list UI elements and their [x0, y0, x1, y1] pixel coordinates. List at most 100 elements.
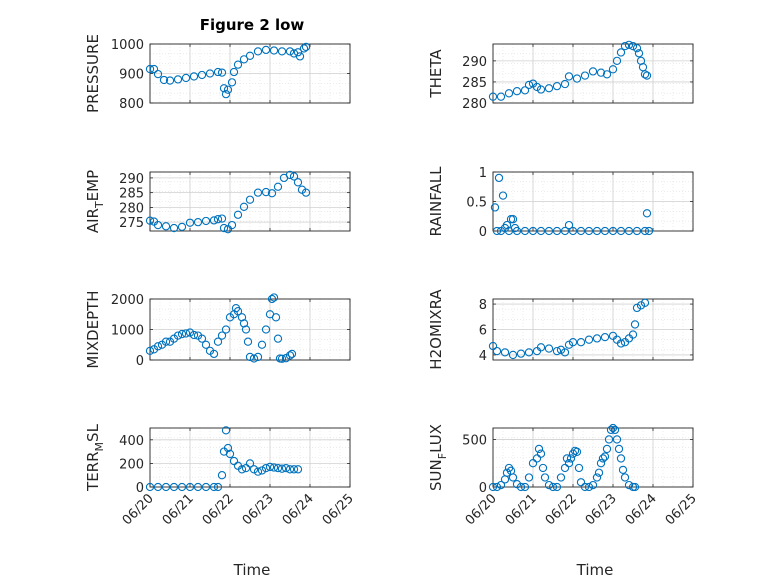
data-point: [245, 352, 255, 362]
data-point: [520, 482, 530, 492]
data-point: [201, 340, 211, 349]
data-point: [608, 226, 618, 236]
data-point: [642, 71, 652, 80]
data-point: [245, 195, 255, 204]
data-point: [229, 456, 239, 466]
data-point: [269, 46, 279, 55]
data-point: [205, 69, 215, 78]
subplot-mixdepth: 0 1000 2000 MIXDEPTH: [84, 290, 351, 369]
data-point: [243, 337, 253, 346]
data-point: [528, 226, 538, 236]
data-point: [600, 452, 610, 461]
y-axis-label-main: TERR: [84, 451, 102, 492]
data-point: [245, 459, 255, 468]
data-point: [496, 92, 506, 101]
data-point: [287, 349, 297, 359]
axes-box: [149, 298, 351, 361]
y-tick-label: 6: [479, 324, 487, 339]
data-point: [229, 67, 239, 77]
data-point: [588, 480, 598, 490]
y-tick-label: 500: [462, 433, 487, 448]
y-axis-label-main: PRESSURE: [84, 34, 102, 113]
data-point: [185, 482, 195, 492]
data-point: [161, 337, 171, 346]
data-point: [161, 222, 171, 231]
data-point: [261, 187, 271, 197]
axes-box: [149, 427, 351, 488]
data-point: [512, 87, 522, 96]
axes-box: [149, 43, 351, 104]
data-point: [197, 334, 207, 343]
data-point: [281, 463, 291, 473]
data-point: [245, 51, 255, 60]
data-point: [213, 337, 223, 346]
data-point: [552, 482, 562, 492]
data-point: [261, 325, 271, 334]
y-axis-label: PRESSURE: [84, 34, 102, 113]
y-tick-label: 1000: [111, 38, 144, 53]
y-axis-label-subscript: F: [436, 453, 449, 459]
data-point: [193, 217, 203, 227]
data-point: [640, 298, 650, 307]
x-tick-label: 06/22: [543, 491, 580, 528]
x-tick-label: 06/23: [240, 491, 277, 528]
data-point: [269, 463, 279, 472]
data-point: [620, 473, 630, 482]
data-point: [536, 343, 546, 352]
y-tick-label: 1: [479, 166, 487, 181]
subplot-h2omixra: 4 6 8 H2OMIXRA: [427, 289, 694, 370]
data-point: [490, 203, 500, 212]
data-point: [153, 482, 163, 492]
data-point: [588, 67, 598, 76]
data-point: [632, 44, 642, 53]
data-point: [153, 220, 163, 230]
subplot-rainfall: 0 0.5 1 RAINFALL: [427, 166, 694, 240]
data-point: [219, 223, 229, 233]
data-point: [185, 328, 195, 337]
data-point: [201, 482, 211, 492]
data-point: [572, 74, 582, 83]
data-point: [616, 226, 626, 236]
data-point: [201, 216, 211, 226]
data-point: [600, 332, 610, 342]
data-point: [592, 226, 602, 236]
y-axis-label-main: THETA: [427, 49, 445, 99]
data-point: [213, 215, 223, 224]
data-point: [285, 465, 295, 474]
data-point: [273, 463, 283, 473]
data-point: [237, 313, 247, 322]
data-point: [556, 473, 566, 482]
data-point: [568, 338, 578, 347]
data-point: [516, 349, 526, 358]
data-point: [249, 465, 259, 474]
x-tick-label: 06/23: [583, 491, 620, 528]
data-point: [502, 220, 512, 230]
y-axis-label-tail: SL: [84, 423, 102, 442]
data-point: [277, 464, 287, 473]
data-point: [253, 47, 263, 56]
data-point: [265, 462, 275, 472]
x-tick-label: 06/21: [503, 491, 540, 528]
data-point: [261, 463, 271, 473]
data-point: [634, 49, 644, 58]
y-tick-label: 280: [119, 201, 144, 216]
data-point: [534, 444, 544, 454]
y-tick-label: 290: [462, 55, 487, 70]
data-point: [293, 465, 303, 474]
data-point: [239, 202, 249, 211]
data-point: [516, 482, 526, 492]
y-axis-label-main: RAINFALL: [427, 166, 445, 237]
data-point: [580, 71, 590, 80]
data-point: [640, 70, 650, 79]
data-point: [538, 463, 548, 473]
data-point: [257, 340, 267, 349]
data-point: [584, 335, 594, 344]
y-axis-label-main: H2OMIXRA: [427, 289, 445, 370]
data-point: [552, 81, 562, 91]
x-tick-label: 06/24: [280, 491, 317, 528]
data-point: [536, 449, 546, 458]
data-point: [602, 70, 612, 79]
data-point: [239, 319, 249, 328]
